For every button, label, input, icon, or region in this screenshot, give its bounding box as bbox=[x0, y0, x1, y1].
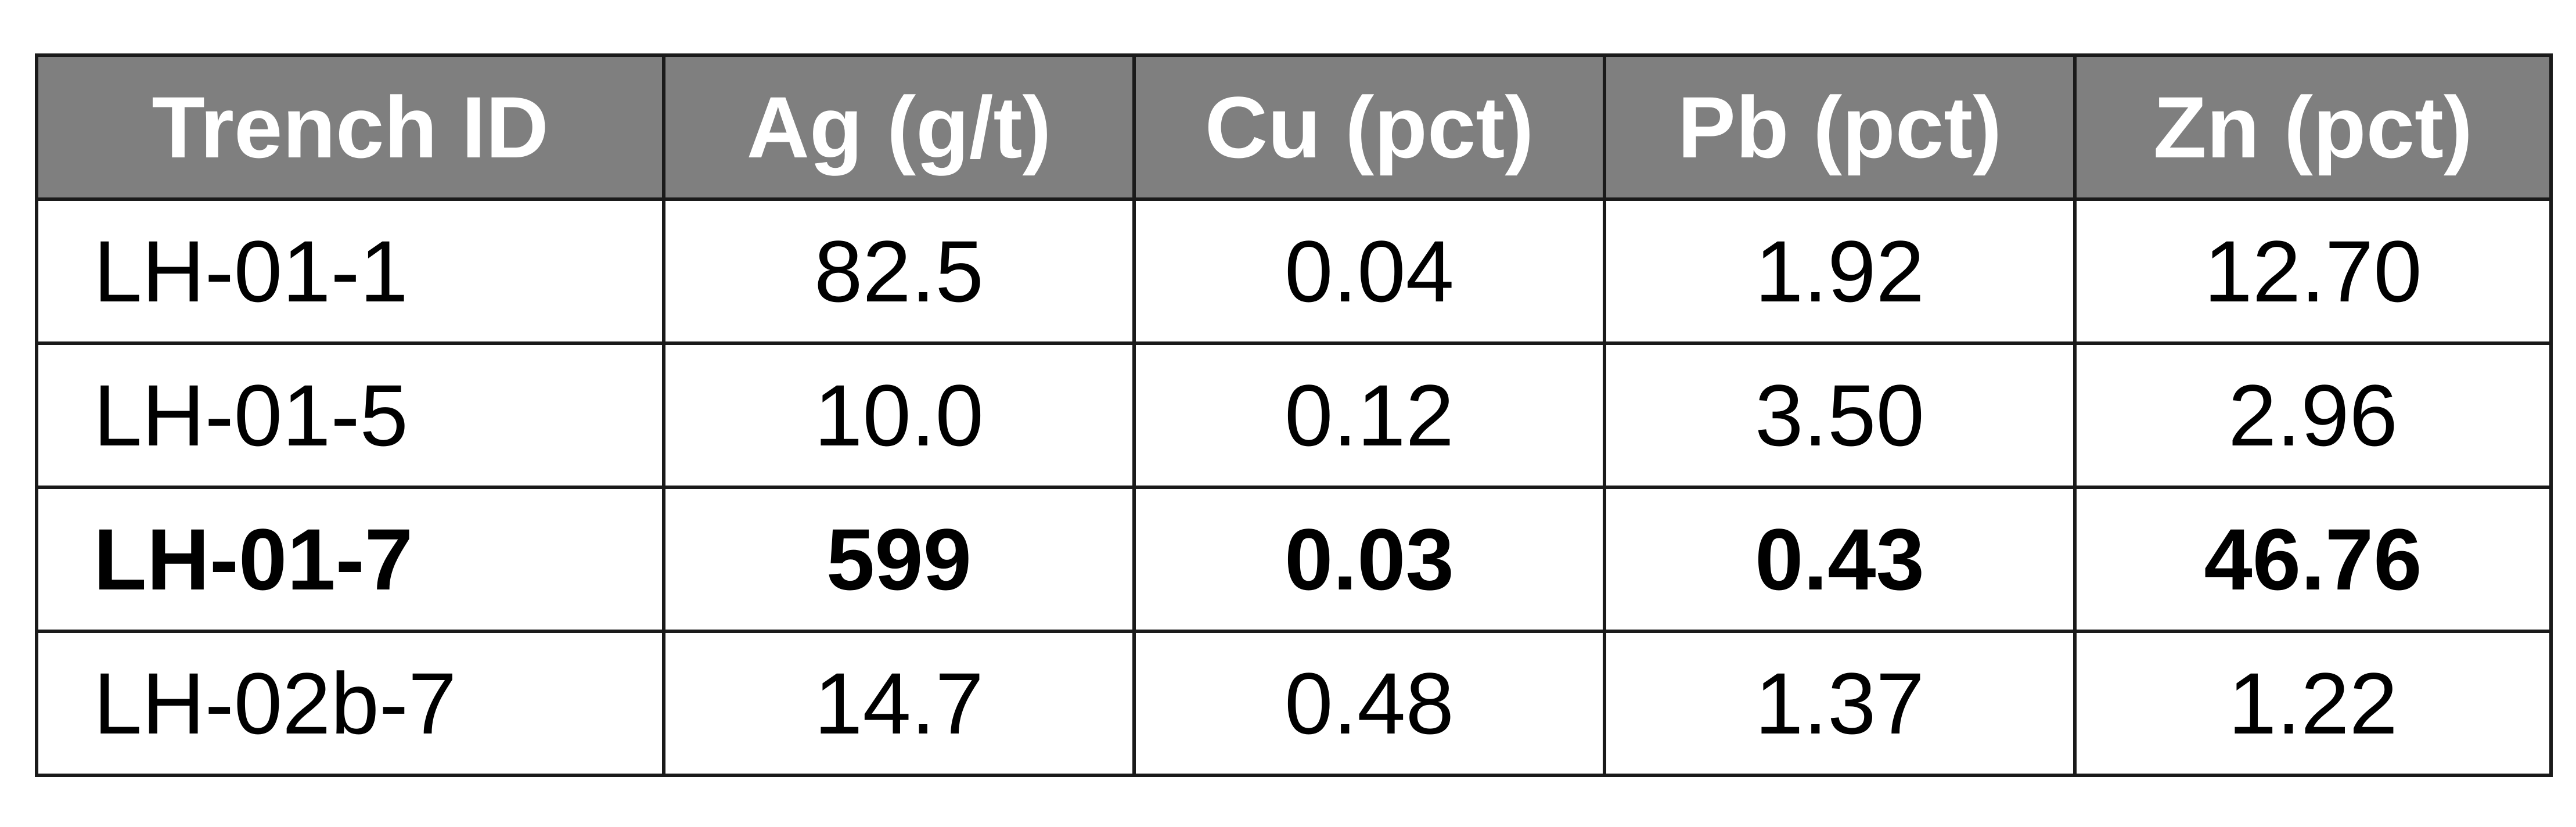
cell-zn: 46.76 bbox=[2073, 486, 2553, 633]
cell-ag: 599 bbox=[662, 486, 1136, 633]
table-row: LH-02b-7 14.7 0.48 1.37 1.22 bbox=[35, 630, 2553, 777]
table-row-highlighted: LH-01-7 599 0.03 0.43 46.76 bbox=[35, 486, 2553, 633]
header-row: Trench ID Ag (g/t) Cu (pct) Pb (pct) Zn … bbox=[35, 53, 2553, 201]
table-row: LH-01-5 10.0 0.12 3.50 2.96 bbox=[35, 341, 2553, 489]
header-zn: Zn (pct) bbox=[2073, 53, 2553, 201]
header-ag: Ag (g/t) bbox=[662, 53, 1136, 201]
table-header: Trench ID Ag (g/t) Cu (pct) Pb (pct) Zn … bbox=[35, 53, 2553, 201]
assay-results-table: Trench ID Ag (g/t) Cu (pct) Pb (pct) Zn … bbox=[35, 53, 2553, 777]
header-trench-id: Trench ID bbox=[35, 53, 665, 201]
cell-pb: 1.37 bbox=[1603, 630, 2077, 777]
cell-cu: 0.12 bbox=[1132, 341, 1606, 489]
cell-cu: 0.04 bbox=[1132, 197, 1606, 345]
cell-ag: 14.7 bbox=[662, 630, 1136, 777]
table-row: LH-01-1 82.5 0.04 1.92 12.70 bbox=[35, 197, 2553, 345]
cell-ag: 82.5 bbox=[662, 197, 1136, 345]
header-pb: Pb (pct) bbox=[1603, 53, 2077, 201]
cell-ag: 10.0 bbox=[662, 341, 1136, 489]
assay-table-container: Trench ID Ag (g/t) Cu (pct) Pb (pct) Zn … bbox=[35, 53, 2553, 777]
cell-trench-id: LH-02b-7 bbox=[35, 630, 665, 777]
cell-trench-id: LH-01-5 bbox=[35, 341, 665, 489]
cell-zn: 12.70 bbox=[2073, 197, 2553, 345]
cell-pb: 0.43 bbox=[1603, 486, 2077, 633]
cell-zn: 2.96 bbox=[2073, 341, 2553, 489]
cell-zn: 1.22 bbox=[2073, 630, 2553, 777]
cell-trench-id: LH-01-1 bbox=[35, 197, 665, 345]
table-body: LH-01-1 82.5 0.04 1.92 12.70 LH-01-5 10.… bbox=[35, 197, 2553, 777]
header-cu: Cu (pct) bbox=[1132, 53, 1606, 201]
cell-pb: 3.50 bbox=[1603, 341, 2077, 489]
cell-cu: 0.03 bbox=[1132, 486, 1606, 633]
cell-cu: 0.48 bbox=[1132, 630, 1606, 777]
cell-trench-id: LH-01-7 bbox=[35, 486, 665, 633]
cell-pb: 1.92 bbox=[1603, 197, 2077, 345]
